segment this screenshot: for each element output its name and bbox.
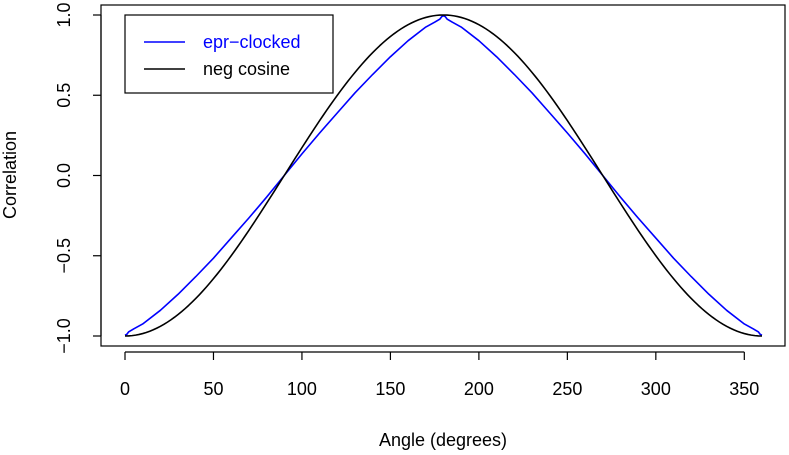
x-tick-label: 350 [729,379,759,399]
x-tick-label: 200 [464,379,494,399]
legend: epr−clocked neg cosine [124,14,334,94]
x-tick-label: 0 [120,379,130,399]
series-line-1 [124,14,763,337]
y-axis-title: Correlation [0,131,20,219]
y-tick-label: 0.5 [54,83,74,108]
x-axis: 0 50 100 150 200 250 300 350 [120,351,759,399]
y-tick-label: 1.0 [54,2,74,27]
y-axis: −1.0 −0.5 0.0 0.5 1.0 [54,2,102,354]
series-layer [124,14,763,337]
x-tick-label: 250 [552,379,582,399]
legend-label: neg cosine [203,59,290,79]
x-tick-label: 50 [203,379,223,399]
x-axis-title: Angle (degrees) [379,430,507,450]
legend-box [124,14,334,94]
x-tick-label: 100 [287,379,317,399]
x-tick-label: 150 [375,379,405,399]
y-tick-label: −0.5 [54,238,74,274]
y-tick-label: −1.0 [54,318,74,354]
legend-label: epr−clocked [203,32,301,52]
y-tick-label: 0.0 [54,163,74,188]
x-tick-label: 300 [641,379,671,399]
